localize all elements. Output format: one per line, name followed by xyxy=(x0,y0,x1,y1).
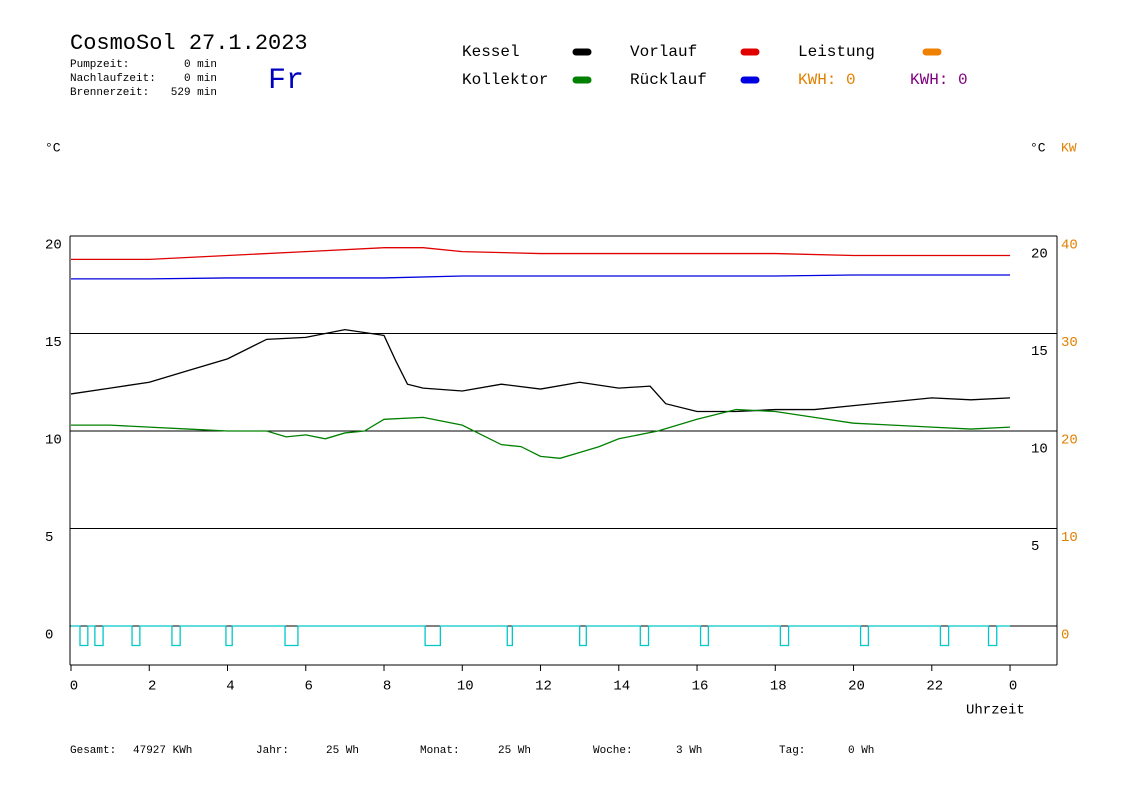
x-tick-label: 0 xyxy=(70,679,78,695)
y-tick-label: 10 xyxy=(45,433,62,449)
x-tick-label: 10 xyxy=(457,679,474,695)
kwh-label: KWH: 0 xyxy=(798,71,856,89)
legend-label: Kollektor xyxy=(462,71,548,89)
series-line xyxy=(70,328,1011,413)
y-right-tick-label: 10 xyxy=(1031,442,1048,458)
y-right-unit: °C xyxy=(1030,140,1046,155)
series-line xyxy=(71,274,1011,280)
y2-axis-unit: KW xyxy=(1061,140,1077,155)
x-tick-label: 0 xyxy=(1009,679,1017,695)
footer-value: 3 Wh xyxy=(676,745,702,757)
footer-label: Gesamt: xyxy=(70,745,116,757)
legend-label: Rücklauf xyxy=(630,71,707,89)
y-right-tick-label: 15 xyxy=(1031,344,1048,360)
status-label: Pumpzeit: xyxy=(70,59,129,71)
footer-label: Tag: xyxy=(779,745,805,757)
x-tick-label: 2 xyxy=(148,679,156,695)
x-axis-label: Uhrzeit xyxy=(966,703,1025,719)
legend-label: Kessel xyxy=(462,43,520,61)
legend-label: Vorlauf xyxy=(630,43,697,61)
day-label: Fr xyxy=(268,64,304,98)
y-tick-label: 15 xyxy=(45,335,62,351)
y-tick-label: 0 xyxy=(45,628,53,644)
y-right-tick-label: 5 xyxy=(1031,539,1039,555)
x-tick-label: 4 xyxy=(226,679,234,695)
footer-value: 25 Wh xyxy=(498,745,531,757)
x-tick-label: 18 xyxy=(770,679,787,695)
y2-tick-label: 10 xyxy=(1061,530,1078,546)
x-tick-label: 6 xyxy=(305,679,313,695)
legend-label: Leistung xyxy=(798,43,875,61)
x-tick-label: 14 xyxy=(613,679,630,695)
status-value: 0 min xyxy=(184,73,217,85)
footer-value: 25 Wh xyxy=(326,745,359,757)
footer-label: Monat: xyxy=(420,745,460,757)
y-tick-label: 20 xyxy=(45,238,62,254)
footer-label: Woche: xyxy=(593,745,633,757)
x-tick-label: 16 xyxy=(692,679,709,695)
x-tick-label: 12 xyxy=(535,679,552,695)
footer-label: Jahr: xyxy=(256,745,289,757)
x-tick-label: 8 xyxy=(383,679,391,695)
series-line xyxy=(71,625,1011,647)
footer-value: 0 Wh xyxy=(848,745,874,757)
y2-tick-label: 30 xyxy=(1061,335,1078,351)
y-axis-unit: °C xyxy=(45,140,61,155)
y-right-tick-label: 20 xyxy=(1031,247,1048,263)
status-label: Brennerzeit: xyxy=(70,87,149,99)
x-tick-label: 20 xyxy=(848,679,865,695)
footer-value: 47927 KWh xyxy=(133,745,192,757)
status-value: 529 min xyxy=(171,87,217,99)
y-tick-label: 5 xyxy=(45,530,53,546)
y2-tick-label: 40 xyxy=(1061,238,1078,254)
series-line xyxy=(71,408,1011,459)
status-label: Nachlaufzeit: xyxy=(70,73,156,85)
y2-tick-label: 20 xyxy=(1061,433,1078,449)
y2-tick-label: 0 xyxy=(1061,628,1069,644)
series-line xyxy=(71,247,1011,261)
kwh-label: KWH: 0 xyxy=(910,71,968,89)
status-value: 0 min xyxy=(184,59,217,71)
chart-title: CosmoSol 27.1.2023 xyxy=(70,31,308,56)
x-tick-label: 22 xyxy=(926,679,943,695)
